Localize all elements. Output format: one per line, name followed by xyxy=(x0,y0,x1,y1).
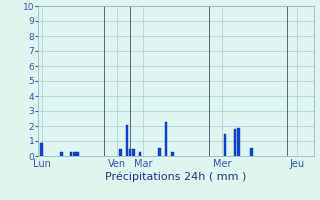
Bar xyxy=(139,152,141,156)
Bar xyxy=(73,152,76,156)
Bar xyxy=(129,149,132,156)
X-axis label: Précipitations 24h ( mm ): Précipitations 24h ( mm ) xyxy=(105,172,247,182)
Bar xyxy=(70,152,72,156)
Bar xyxy=(172,152,174,156)
Bar xyxy=(165,121,167,156)
Bar xyxy=(119,148,122,156)
Bar xyxy=(60,152,63,156)
Bar xyxy=(76,152,79,156)
Bar xyxy=(224,134,227,156)
Bar xyxy=(40,142,43,156)
Bar xyxy=(234,129,236,156)
Bar xyxy=(132,149,135,156)
Bar xyxy=(250,148,253,156)
Bar xyxy=(125,124,128,156)
Bar xyxy=(237,128,240,156)
Bar xyxy=(158,148,161,156)
